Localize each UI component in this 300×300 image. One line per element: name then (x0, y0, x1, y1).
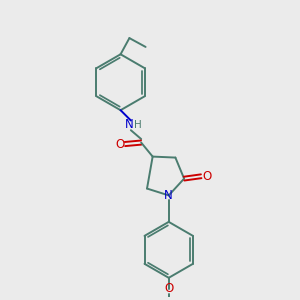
Text: N: N (164, 189, 173, 202)
Text: H: H (134, 120, 142, 130)
Text: O: O (164, 283, 173, 296)
Text: N: N (125, 118, 134, 131)
Text: O: O (202, 170, 212, 183)
Text: O: O (115, 137, 124, 151)
